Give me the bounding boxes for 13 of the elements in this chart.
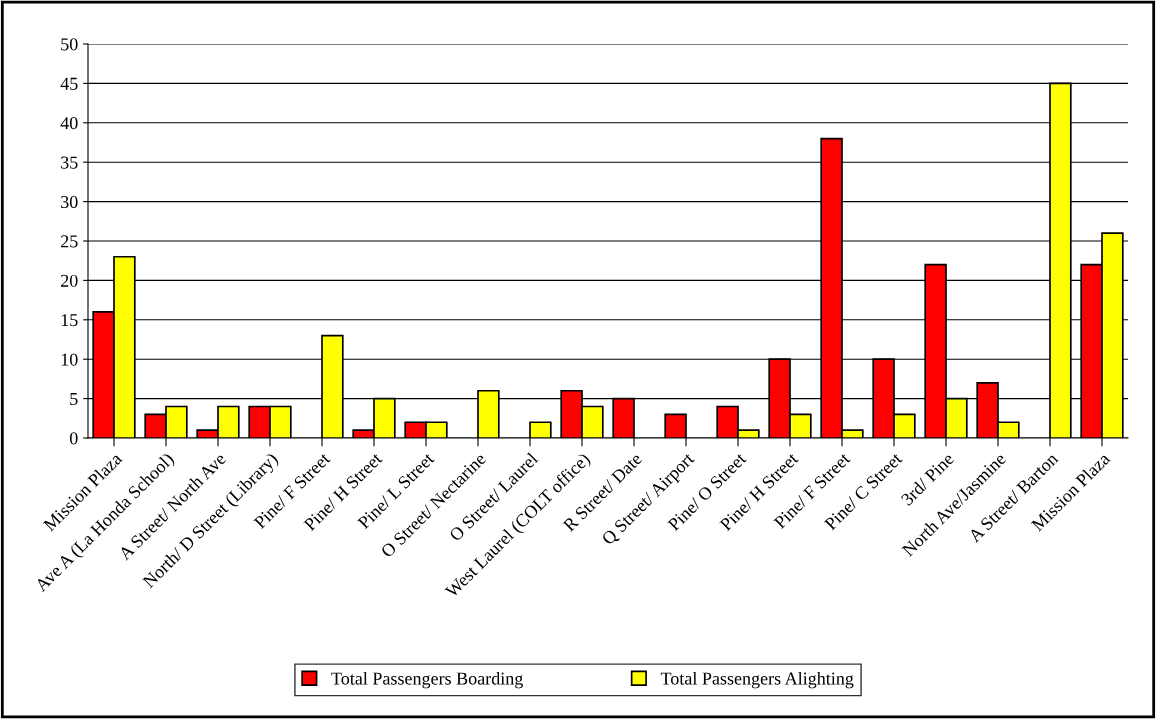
y-tick-label: 30	[61, 195, 78, 209]
legend-label: Total Passengers Alighting	[660, 671, 854, 689]
y-tick-label: 0	[69, 432, 78, 445]
y-tick-label: 35	[61, 156, 78, 169]
y-tick-label: 40	[60, 117, 78, 130]
y-tick-label: 15	[61, 314, 78, 327]
y-tick-label: 45	[60, 77, 78, 90]
y-tick-label: 5	[70, 393, 78, 406]
y-tick-label: 50	[61, 38, 78, 51]
y-tick-label: 10	[61, 353, 78, 366]
legend-label: Total Passengers Boarding	[331, 671, 523, 689]
y-tick-label: 25	[61, 235, 78, 248]
y-tick-label: 20	[61, 274, 78, 287]
